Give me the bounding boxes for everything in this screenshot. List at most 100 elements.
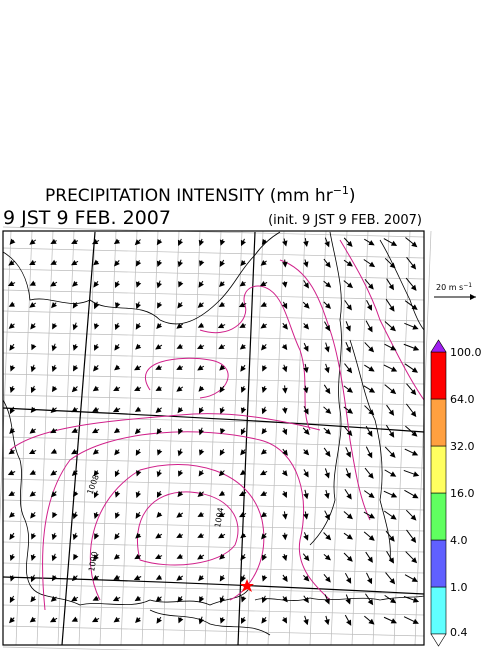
wind-arrow-head [28,449,36,455]
wind-arrow-head [50,448,57,454]
wind-arrow-head [260,301,267,307]
wind-arrow-head [49,617,57,623]
wind-arrow-head [196,343,204,350]
wind-arrow-head [281,428,288,436]
wind-arrow-head [52,323,58,330]
wind-arrow-head [177,261,184,268]
wind-arrow-head [260,511,267,518]
wind-arrow-head [346,387,353,393]
wind-arrow-head [303,618,309,626]
wind-arrow-head [9,344,15,351]
wind-arrow-head [50,281,57,287]
wind-arrow-head [282,513,288,520]
wind-arrow-head [346,304,352,311]
wind-arrow-head [93,259,100,266]
wind-arrow-head [303,240,309,247]
wind-arrow-head [368,240,375,246]
wind-arrow-head [29,490,36,497]
wind-arrow-head [133,575,141,581]
wind-arrow-head [346,493,352,500]
wind-arrow-head [303,282,309,289]
wind-arrow-head [71,616,78,622]
wind-arrow-head [240,239,246,247]
wind-arrow-head [261,617,267,624]
wind-arrow-head [219,386,225,393]
wind-arrow-head [93,302,99,310]
wind-arrow-head [178,428,184,435]
wind-arrow-head [73,490,79,498]
wind-arrow-head [303,575,310,582]
wind-arrow-head [324,428,331,435]
wind-arrow-head [412,618,419,624]
wind-arrow-head [199,596,205,603]
wind-arrow-head [114,260,120,267]
wind-arrow-head [92,238,99,245]
wind-arrow-head [303,513,309,520]
wind-arrow-head [9,533,15,540]
wind-arrow-head [367,577,373,585]
grid-line [2,436,425,448]
grid-line [204,230,222,646]
wind-arrow-head [219,260,225,268]
wind-arrow-head [114,470,120,478]
init-time: (init. 9 JST 9 FEB. 2007) [268,213,422,228]
wind-arrow-head [199,260,205,267]
wind-vectors [7,237,420,626]
wind-arrow-head [91,428,99,434]
grid-line [372,230,390,646]
wind-arrow-head [71,406,78,413]
wind-arrow-head [177,450,183,457]
wind-arrow-head [29,302,36,308]
wind-arrow-head [113,574,120,580]
wind-arrow-head [31,533,37,540]
wind-arrow-head [261,407,267,415]
wind-arrow-head [113,427,121,434]
wind-arrow-head [135,260,142,267]
wind-arrow-head [390,597,397,604]
wind-arrow-head [218,301,225,308]
wind-arrow-head [198,239,205,247]
wind-arrow-head [10,365,16,372]
wind-arrow-head [197,554,204,560]
wind-arrow-head [29,259,36,265]
wind-arrow-head [239,343,246,350]
wind-arrow-head [282,323,288,330]
colorbar-segment [430,445,447,494]
wind-arrow-head [134,553,141,560]
wind-arrow-head [324,366,330,374]
wind-arrow-head [8,301,15,307]
grid-line [2,499,425,511]
wind-arrow-head [412,493,419,499]
wind-arrow-head [303,323,310,330]
wind-arrow-head [199,449,205,456]
wind-arrow-head [346,260,353,267]
wind-arrow-head [238,302,246,308]
grid-line [2,562,425,574]
wind-arrow-head [51,302,57,309]
wind-arrow-head [368,535,375,541]
wind-arrow-head [412,324,419,330]
wind-arrow-head [9,427,16,434]
wind-arrow-head [240,532,247,539]
wind-arrow-head [197,365,204,371]
wind-arrow-head [9,554,16,561]
wind-arrow-head [177,239,184,247]
wind-arrow-head [71,427,78,433]
wind-arrow-head [155,533,162,539]
wind-arrow-head [197,302,204,308]
colorbar-segment [430,539,447,588]
wind-arrow-head [261,428,268,435]
wind-arrow-head [134,365,141,371]
wind-arrow-head [303,471,309,478]
wind-arrow-head [156,428,163,435]
wind-arrow-head [9,617,15,624]
wind-arrow-head [260,260,267,266]
wind-arrow-head [134,406,142,412]
wind-arrow-head [157,302,163,309]
wind-arrow-head [281,408,288,414]
wind-arrow-head [134,239,141,246]
wind-arrow-head [240,554,246,561]
colorbar-label: 4.0 [450,534,468,547]
wind-arrow-head [177,302,183,309]
wind-arrow-head [390,471,397,477]
